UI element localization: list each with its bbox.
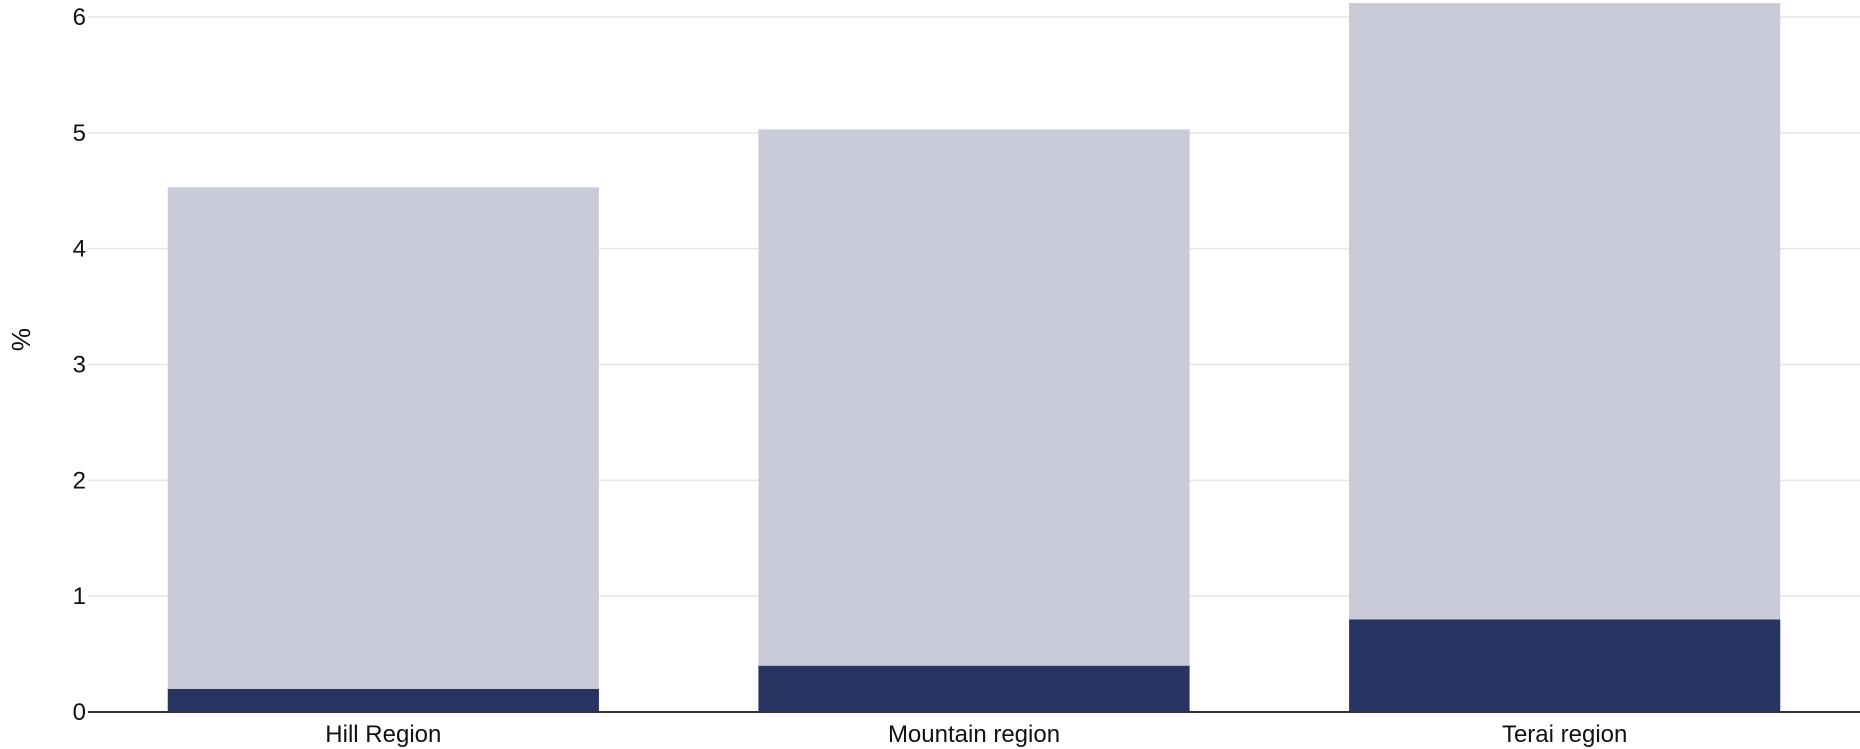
y-tick-label: 6: [73, 4, 86, 31]
bar-segment-upper: [1349, 3, 1781, 620]
x-tick-label: Terai region: [1502, 721, 1627, 748]
bar-segment-lower: [1349, 619, 1781, 712]
bar-segment-lower: [758, 665, 1190, 712]
y-tick-label: 5: [73, 120, 86, 147]
y-tick-label: 4: [73, 236, 86, 263]
y-axis-title: %: [6, 328, 36, 351]
x-tick-label: Hill Region: [325, 721, 441, 748]
y-tick-label: 0: [73, 699, 86, 726]
bars: [167, 3, 1781, 712]
bar-segment-upper: [758, 129, 1190, 666]
bar-segment-upper: [167, 187, 599, 689]
x-tick-label: Mountain region: [888, 721, 1060, 748]
y-tick-label: 2: [73, 467, 86, 494]
x-axis-ticks: Hill Region Mountain region Terai region: [325, 721, 1627, 748]
y-tick-label: 1: [73, 583, 86, 610]
bar-segment-lower: [167, 688, 599, 712]
y-tick-label: 3: [73, 352, 86, 379]
y-axis-ticks: 0 1 2 3 4 5 6: [73, 4, 86, 726]
